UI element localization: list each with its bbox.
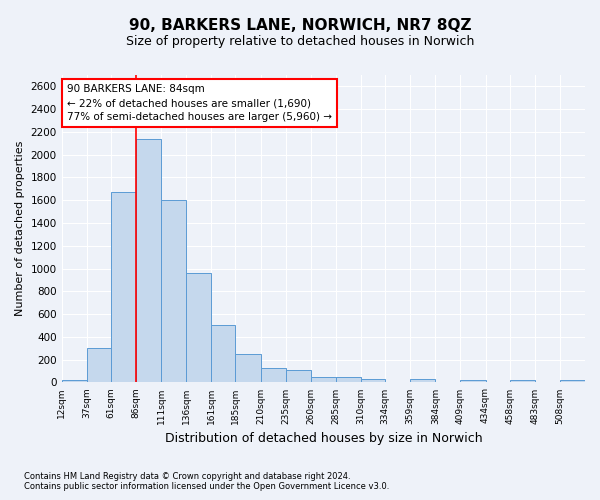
Text: Contains public sector information licensed under the Open Government Licence v3: Contains public sector information licen… xyxy=(24,482,389,491)
Bar xyxy=(361,379,385,382)
Bar xyxy=(87,348,111,382)
Bar xyxy=(235,354,260,382)
Bar xyxy=(336,376,361,382)
Y-axis label: Number of detached properties: Number of detached properties xyxy=(15,141,25,316)
Bar xyxy=(286,370,311,382)
X-axis label: Distribution of detached houses by size in Norwich: Distribution of detached houses by size … xyxy=(164,432,482,445)
Bar xyxy=(311,376,336,382)
Bar xyxy=(410,379,436,382)
Text: Contains HM Land Registry data © Crown copyright and database right 2024.: Contains HM Land Registry data © Crown c… xyxy=(24,472,350,481)
Bar xyxy=(509,380,535,382)
Bar xyxy=(186,273,211,382)
Bar xyxy=(560,380,585,382)
Bar xyxy=(161,200,186,382)
Text: Size of property relative to detached houses in Norwich: Size of property relative to detached ho… xyxy=(126,35,474,48)
Bar xyxy=(211,326,235,382)
Bar xyxy=(260,368,286,382)
Text: 90, BARKERS LANE, NORWICH, NR7 8QZ: 90, BARKERS LANE, NORWICH, NR7 8QZ xyxy=(129,18,471,32)
Bar xyxy=(62,380,87,382)
Bar xyxy=(460,380,485,382)
Bar xyxy=(136,139,161,382)
Text: 90 BARKERS LANE: 84sqm
← 22% of detached houses are smaller (1,690)
77% of semi-: 90 BARKERS LANE: 84sqm ← 22% of detached… xyxy=(67,84,332,122)
Bar xyxy=(111,192,136,382)
